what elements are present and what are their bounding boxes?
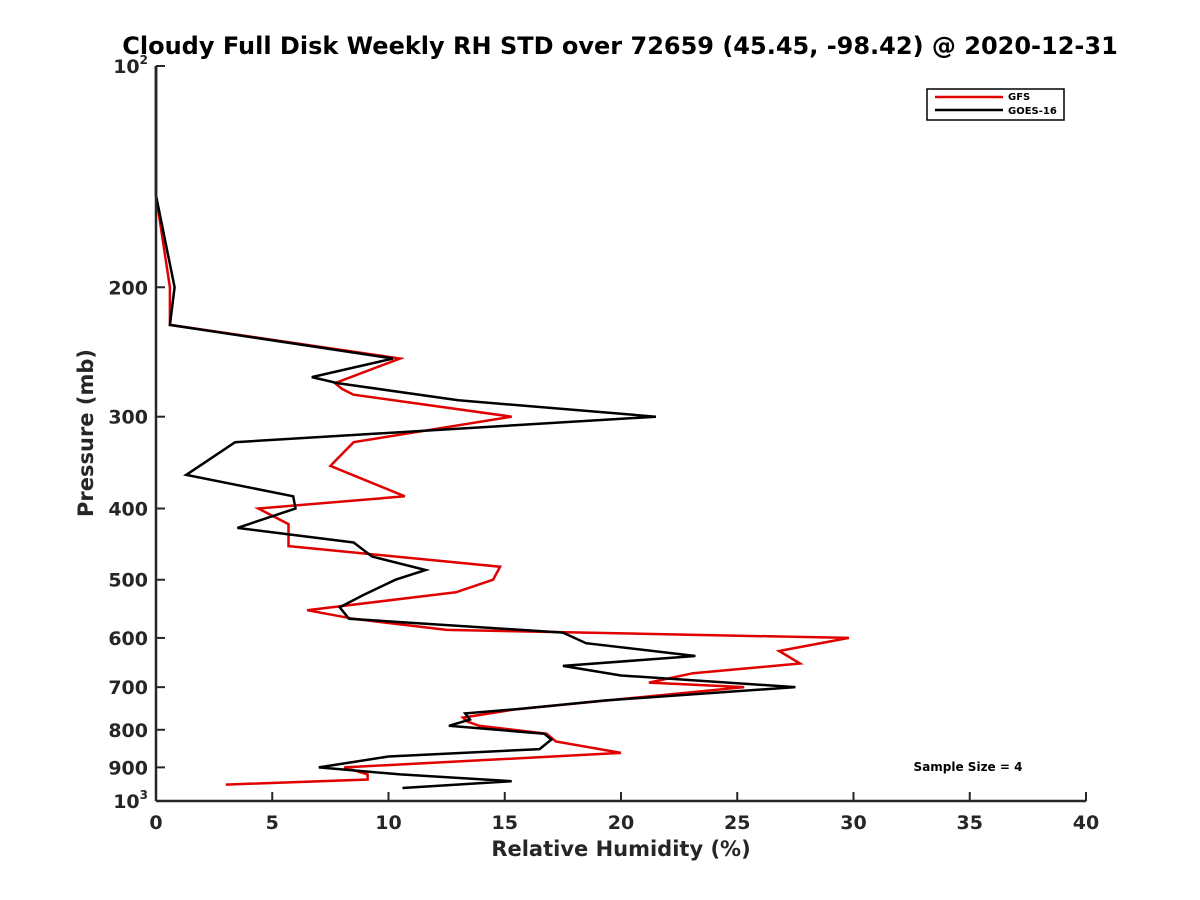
y-tick-label: 102	[113, 53, 148, 78]
y-ticks: 102 200 300 400 500 600 700 800 900 103	[108, 53, 165, 813]
y-tick-label: 103	[113, 788, 148, 813]
chart-title: Cloudy Full Disk Weekly RH STD over 7265…	[122, 32, 1118, 60]
x-tick-label: 25	[724, 812, 750, 834]
sample-size-annotation: Sample Size = 4	[914, 760, 1023, 774]
legend: GFS GOES-16	[926, 88, 1065, 121]
x-tick-label: 15	[492, 812, 518, 834]
legend-label-goes16: GOES-16	[1008, 106, 1057, 117]
series-layer	[154, 66, 850, 790]
y-tick-label: 400	[108, 499, 148, 521]
y-axis-label: Pressure (mb)	[74, 349, 98, 517]
x-tick-label: 35	[957, 812, 983, 834]
legend-box	[926, 88, 1065, 121]
x-ticks: 0 5 10 15 20 25 30 35 40	[149, 792, 1099, 834]
x-tick-label: 5	[266, 812, 279, 834]
y-tick-label: 500	[108, 570, 148, 592]
x-tick-label: 40	[1073, 812, 1099, 834]
y-tick-label: 200	[108, 277, 148, 299]
x-tick-label: 10	[375, 812, 401, 834]
y-tick-label: 300	[108, 407, 148, 429]
y-tick-label: 600	[108, 628, 148, 650]
x-axis-label: Relative Humidity (%)	[491, 837, 750, 861]
y-tick-label: 900	[108, 757, 148, 779]
x-tick-label: 0	[149, 812, 162, 834]
x-tick-label: 20	[608, 812, 634, 834]
x-tick-label: 30	[840, 812, 866, 834]
y-tick-label: 800	[108, 720, 148, 742]
series-line-goes16	[154, 66, 796, 790]
legend-label-gfs: GFS	[1008, 92, 1030, 103]
y-tick-label: 700	[108, 677, 148, 699]
